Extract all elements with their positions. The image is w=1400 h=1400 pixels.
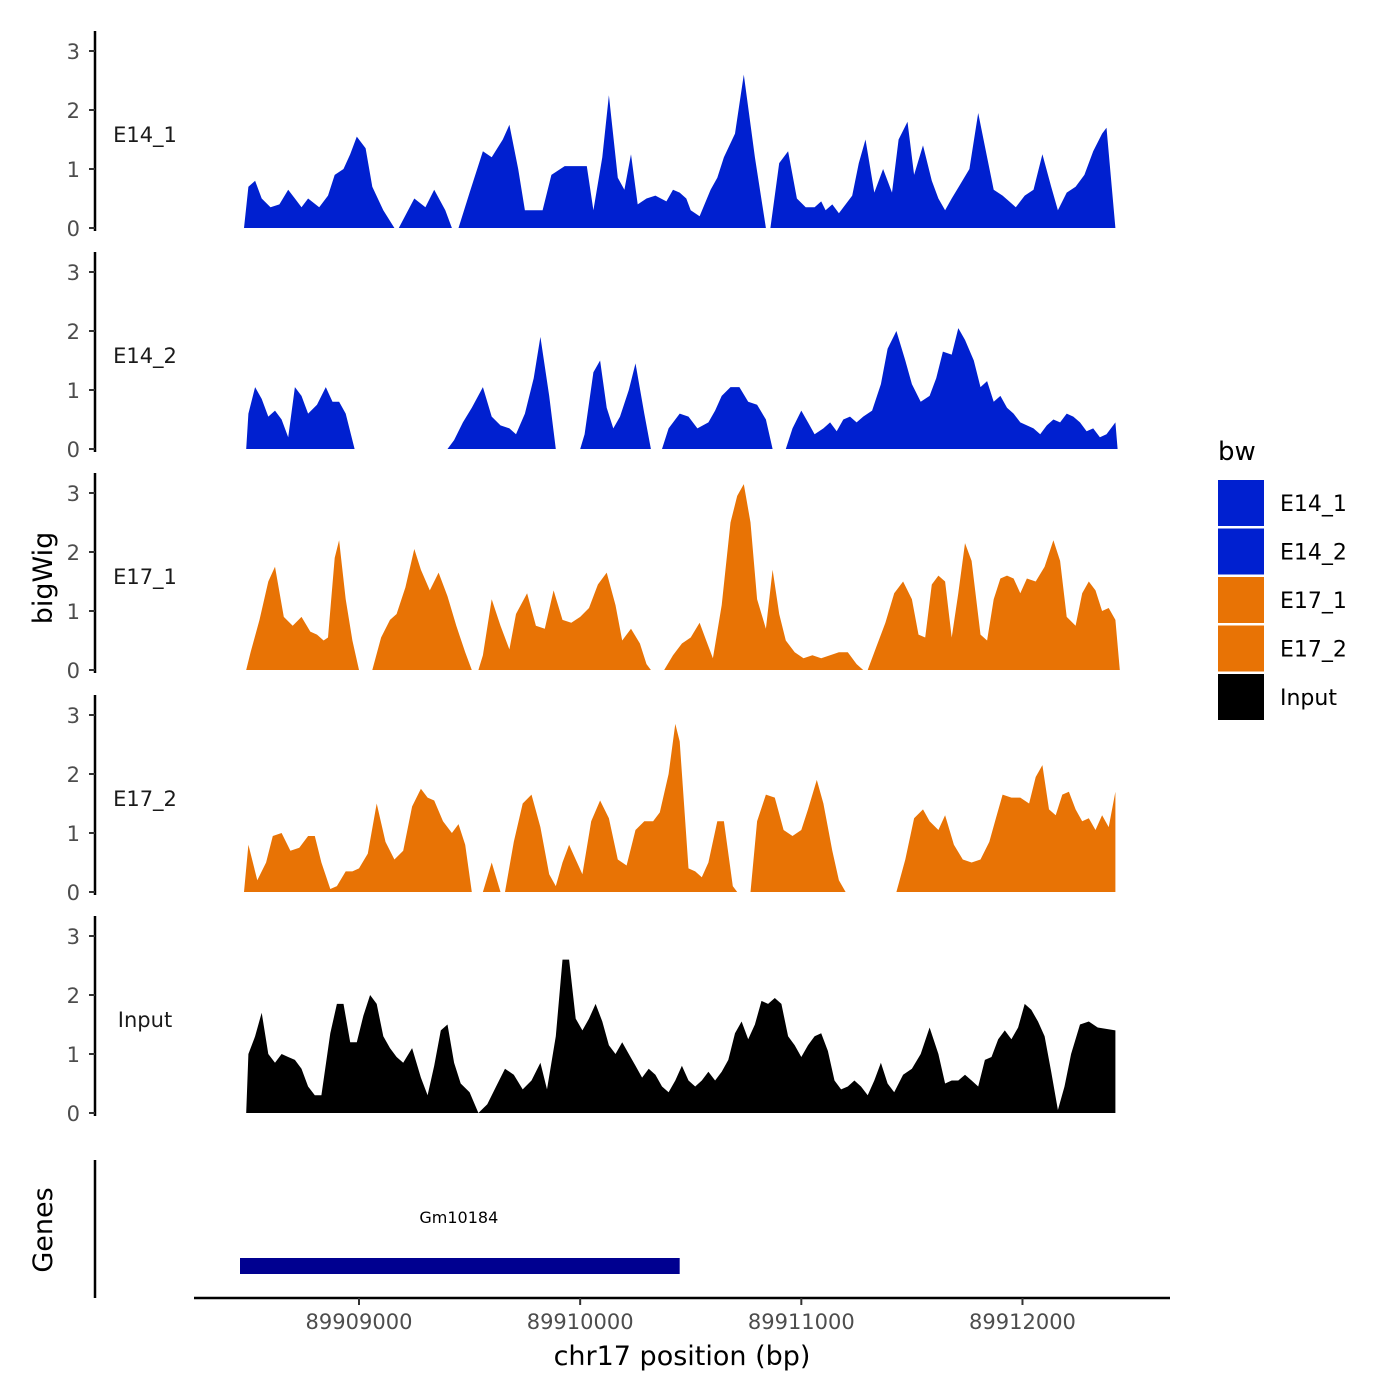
coverage-area-E14_2-0 xyxy=(246,387,355,449)
legend-label-E14_2: E14_2 xyxy=(1280,541,1347,566)
coverage-area-E14_2-1 xyxy=(447,336,556,449)
legend-label-E17_1: E17_1 xyxy=(1280,589,1347,614)
coverage-area-E14_1-1 xyxy=(398,189,452,228)
x-tick-label: 89912000 xyxy=(969,1310,1076,1334)
coverage-area-E17_1-1 xyxy=(372,549,472,670)
coverage-area-E17_1-3 xyxy=(664,484,864,670)
gene-label: Gm10184 xyxy=(419,1208,498,1227)
y-tick-label: 2 xyxy=(67,320,80,344)
y-tick-label: 0 xyxy=(67,438,80,462)
coverage-area-E17_2-3 xyxy=(750,779,846,892)
genes-track-title: Genes xyxy=(28,1187,59,1272)
coverage-area-E14_1-3 xyxy=(770,113,1116,228)
legend-label-E14_1: E14_1 xyxy=(1280,492,1347,517)
x-axis-title: chr17 position (bp) xyxy=(554,1341,811,1372)
track-label-E14_2: E14_2 xyxy=(113,344,177,369)
legend-title: bw xyxy=(1218,437,1256,467)
y-tick-label: 3 xyxy=(67,704,80,728)
track-E17_1: 0 1 2 3 E17_1 xyxy=(67,473,1120,683)
track-Input: 0 1 2 3 Input xyxy=(67,916,1116,1126)
track-E14_2: 0 1 2 3 E14_2 xyxy=(67,252,1118,462)
coverage-area-E17_1-4 xyxy=(867,540,1120,670)
coverage-tracks: 0 1 2 3 E14_1 0 1 2 3 E14_2 0 1 2 3 E17_1 0 1 2 3 E17_2 0 1 2 3… xyxy=(67,31,1120,1126)
coverage-area-E14_1-2 xyxy=(458,74,766,228)
track-label-Input: Input xyxy=(118,1008,172,1032)
y-tick-label: 2 xyxy=(67,984,80,1008)
gene-Gm10184 xyxy=(240,1258,680,1274)
track-E14_1: 0 1 2 3 E14_1 xyxy=(67,31,1116,241)
track-label-E14_1: E14_1 xyxy=(113,123,177,148)
coverage-area-E17_2-4 xyxy=(896,765,1116,892)
coverage-area-E17_2-2 xyxy=(505,723,738,892)
y-tick-label: 3 xyxy=(67,925,80,949)
y-tick-label: 0 xyxy=(67,217,80,241)
y-axis-title: bigWig xyxy=(28,532,59,625)
legend-swatch-E14_1 xyxy=(1218,480,1264,526)
coverage-area-E14_2-2 xyxy=(580,360,651,449)
coverage-area-E17_1-2 xyxy=(478,572,651,670)
y-tick-label: 3 xyxy=(67,40,80,64)
y-tick-label: 2 xyxy=(67,541,80,565)
y-tick-label: 1 xyxy=(67,822,80,846)
y-tick-label: 1 xyxy=(67,158,80,182)
x-tick-label: 89911000 xyxy=(748,1310,855,1334)
y-tick-label: 1 xyxy=(67,600,80,624)
y-tick-label: 2 xyxy=(67,99,80,123)
legend-swatch-Input xyxy=(1218,674,1264,720)
y-tick-label: 1 xyxy=(67,379,80,403)
y-tick-label: 0 xyxy=(67,1102,80,1126)
track-label-E17_2: E17_2 xyxy=(113,787,177,812)
legend-swatch-E17_1 xyxy=(1218,577,1264,623)
y-tick-label: 3 xyxy=(67,482,80,506)
legend-label-E17_2: E17_2 xyxy=(1280,638,1347,663)
gene-track: Gm10184 xyxy=(93,1160,680,1298)
track-label-E17_1: E17_1 xyxy=(113,565,177,590)
coverage-area-E14_2-4 xyxy=(785,328,1118,449)
x-tick-label: 89909000 xyxy=(306,1310,413,1334)
coverage-area-E17_1-0 xyxy=(246,540,359,670)
coverage-area-E14_1-0 xyxy=(244,136,395,228)
y-tick-label: 0 xyxy=(67,659,80,683)
y-tick-label: 0 xyxy=(67,881,80,905)
legend-swatch-E14_2 xyxy=(1218,528,1264,575)
legend-swatch-E17_2 xyxy=(1218,625,1264,672)
coverage-area-E17_2-0 xyxy=(244,788,472,892)
x-tick-label: 89910000 xyxy=(527,1310,634,1334)
legend-label-Input: Input xyxy=(1280,686,1337,711)
coverage-area-E17_2-1 xyxy=(482,862,501,892)
y-tick-label: 1 xyxy=(67,1043,80,1067)
coverage-area-E14_2-3 xyxy=(662,387,773,449)
x-axis: 89909000 89910000 89911000 89912000 xyxy=(194,1296,1170,1334)
track-E17_2: 0 1 2 3 E17_2 xyxy=(67,695,1116,905)
y-tick-label: 3 xyxy=(67,261,80,285)
legend: bw E14_1 E14_2 E17_1 E17_2 Input xyxy=(1218,437,1347,720)
y-tick-label: 2 xyxy=(67,763,80,787)
coverage-area-Input-0 xyxy=(246,959,1116,1113)
